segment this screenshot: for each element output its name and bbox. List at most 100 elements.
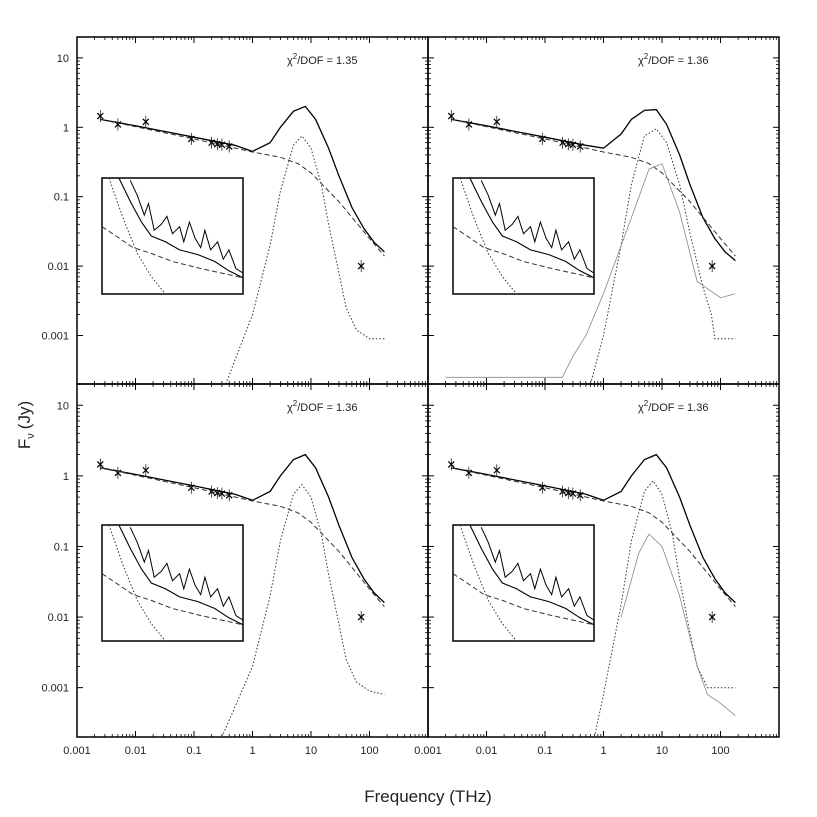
panel-top-right: χ2/DOF = 1.36 xyxy=(427,36,780,385)
inset xyxy=(101,524,244,642)
inset-spectrum xyxy=(129,527,243,621)
x-tick-label: 0.001 xyxy=(63,745,91,757)
chi-square-annotation: χ2/DOF = 1.35 xyxy=(287,52,357,67)
y-axis-label-main: F xyxy=(15,439,34,449)
inset-dashed-curve xyxy=(102,226,243,279)
inset-plot xyxy=(102,525,243,641)
chi-exponent: 2 xyxy=(644,399,649,408)
data-point xyxy=(142,464,150,477)
inset-total-curve xyxy=(469,525,594,626)
chi-rest: /DOF = 1.36 xyxy=(648,55,708,67)
data-point xyxy=(708,260,716,273)
y-tick-label: 0.1 xyxy=(54,192,69,204)
inset-dotted-curve xyxy=(459,525,517,641)
inset-dashed-curve xyxy=(453,226,594,279)
x-tick-label: 0.1 xyxy=(186,745,201,757)
chi-rest: /DOF = 1.36 xyxy=(648,402,708,414)
inset-dotted-curve xyxy=(459,178,517,294)
plot-area xyxy=(96,105,385,384)
series-faint-line xyxy=(620,533,736,717)
inset-dashed-curve xyxy=(102,573,243,626)
data-point xyxy=(493,115,501,128)
x-tick-label: 0.01 xyxy=(125,745,146,757)
series-solid-line xyxy=(100,105,385,253)
series-dashed-line xyxy=(100,118,385,257)
inset-spectrum xyxy=(480,180,594,274)
series-solid-line xyxy=(451,108,736,262)
inset-total-curve xyxy=(118,525,243,626)
chi-exponent: 2 xyxy=(293,52,298,61)
plot-area xyxy=(445,108,736,384)
panel-bottom-right: 0.001 0.01 0.1 1 10 100 χ2/DOF = 1.36 xyxy=(414,383,780,757)
chi-symbol: χ xyxy=(287,55,293,67)
inset-frame xyxy=(452,524,595,642)
series-dashed-line xyxy=(100,467,385,608)
inset-plot xyxy=(453,525,594,641)
chi-rest: /DOF = 1.35 xyxy=(297,55,357,67)
chi-square-annotation: χ2/DOF = 1.36 xyxy=(287,399,357,414)
y-tick-label: 10 xyxy=(57,53,69,65)
data-point xyxy=(708,611,716,624)
x-axis-label: Frequency (THz) xyxy=(364,787,492,806)
inset-plot xyxy=(102,178,243,294)
x-tick-label: 0.01 xyxy=(476,745,497,757)
x-tick-label: 1 xyxy=(600,745,606,757)
data-point xyxy=(357,260,365,273)
inset-frame xyxy=(101,177,244,295)
chi-exponent: 2 xyxy=(644,52,649,61)
y-tick-label: 0.01 xyxy=(48,612,69,624)
inset-plot xyxy=(453,178,594,294)
data-point xyxy=(493,464,501,477)
plot-area xyxy=(96,453,385,737)
series-solid-line xyxy=(451,453,736,604)
inset-dashed-curve xyxy=(453,573,594,626)
series-dotted-line xyxy=(590,128,736,384)
chi-square-annotation: χ2/DOF = 1.36 xyxy=(638,399,708,414)
data-point xyxy=(142,115,150,128)
x-tick-label: 100 xyxy=(711,745,729,757)
chi-rest: /DOF = 1.36 xyxy=(297,402,357,414)
series-dotted-line xyxy=(225,135,385,384)
chi-square-annotation: χ2/DOF = 1.36 xyxy=(638,52,708,67)
x-tick-label: 1 xyxy=(249,745,255,757)
chi-exponent: 2 xyxy=(293,399,298,408)
y-axis-label: Fν (Jy) xyxy=(15,401,37,449)
plot-area xyxy=(447,453,736,737)
inset-frame xyxy=(101,524,244,642)
y-tick-label: 1 xyxy=(63,471,69,483)
y-tick-label: 0.001 xyxy=(41,330,69,342)
inset-spectrum xyxy=(480,527,594,621)
inset-spectrum xyxy=(129,180,243,274)
inset-total-curve xyxy=(469,178,594,279)
data-point xyxy=(357,611,365,624)
chi-symbol: χ xyxy=(638,402,644,414)
inset-dotted-curve xyxy=(108,178,166,294)
series-faint-line xyxy=(445,163,736,378)
svg-text:Fν(Jy): Fν (Jy) xyxy=(15,401,37,449)
chi-symbol: χ xyxy=(638,55,644,67)
y-tick-label: 1 xyxy=(63,122,69,134)
inset xyxy=(452,177,595,295)
data-point xyxy=(96,458,104,471)
inset-frame xyxy=(452,177,595,295)
series-solid-line xyxy=(100,453,385,604)
y-tick-label: 10 xyxy=(57,400,69,412)
data-point xyxy=(96,110,104,123)
y-tick-label: 0.001 xyxy=(41,683,69,695)
y-tick-label: 0.01 xyxy=(48,261,69,273)
inset-dotted-curve xyxy=(108,525,166,641)
series-dotted-line xyxy=(593,479,736,737)
chi-symbol: χ xyxy=(287,402,293,414)
inset xyxy=(452,524,595,642)
series-dotted-line xyxy=(221,483,385,737)
inset xyxy=(101,177,244,295)
panel-top-left: 10 1 0.1 0.01 0.001 χ2/DOF = 1.35 xyxy=(41,36,429,385)
data-point xyxy=(447,458,455,471)
inset-total-curve xyxy=(118,178,243,279)
y-axis-label-sub: ν xyxy=(25,433,37,439)
series-dashed-line xyxy=(451,118,736,257)
x-tick-label: 0.001 xyxy=(414,745,442,757)
